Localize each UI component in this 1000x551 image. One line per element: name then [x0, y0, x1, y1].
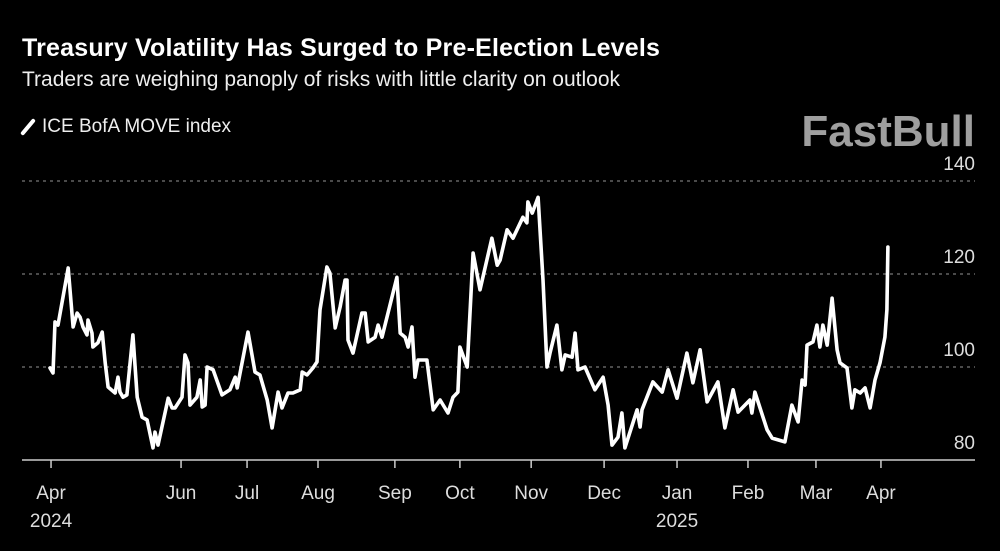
x-tick-label: Sep — [378, 483, 412, 504]
chart-subtitle: Traders are weighing panoply of risks wi… — [22, 68, 620, 91]
watermark-logo: FastBull — [801, 107, 975, 156]
x-tick-label: Feb — [732, 483, 765, 504]
x-tick-label: Apr — [36, 483, 66, 504]
legend-label: ICE BofA MOVE index — [42, 116, 232, 137]
x-tick-label: Jul — [235, 483, 259, 504]
x-tick-label: Mar — [800, 483, 833, 504]
x-tick-year-label: 2024 — [30, 511, 73, 532]
x-tick-year-label: 2025 — [656, 511, 698, 532]
x-tick-label: Nov — [514, 483, 548, 504]
x-tick-label: Dec — [587, 483, 621, 504]
y-tick-label: 80 — [954, 433, 975, 454]
series-line-move-index — [48, 195, 890, 450]
x-tick-label: Jun — [166, 483, 197, 504]
y-tick-label: 140 — [943, 154, 975, 175]
x-tick-label: Apr — [866, 483, 896, 504]
chart-title: Treasury Volatility Has Surged to Pre-El… — [22, 34, 661, 62]
legend: ICE BofA MOVE index — [20, 116, 232, 138]
y-tick-label: 120 — [943, 247, 975, 268]
x-tick-label: Jan — [662, 483, 693, 504]
y-tick-label: 100 — [943, 340, 975, 361]
x-tick-label: Oct — [445, 483, 475, 504]
x-tick-label: Aug — [301, 483, 335, 504]
